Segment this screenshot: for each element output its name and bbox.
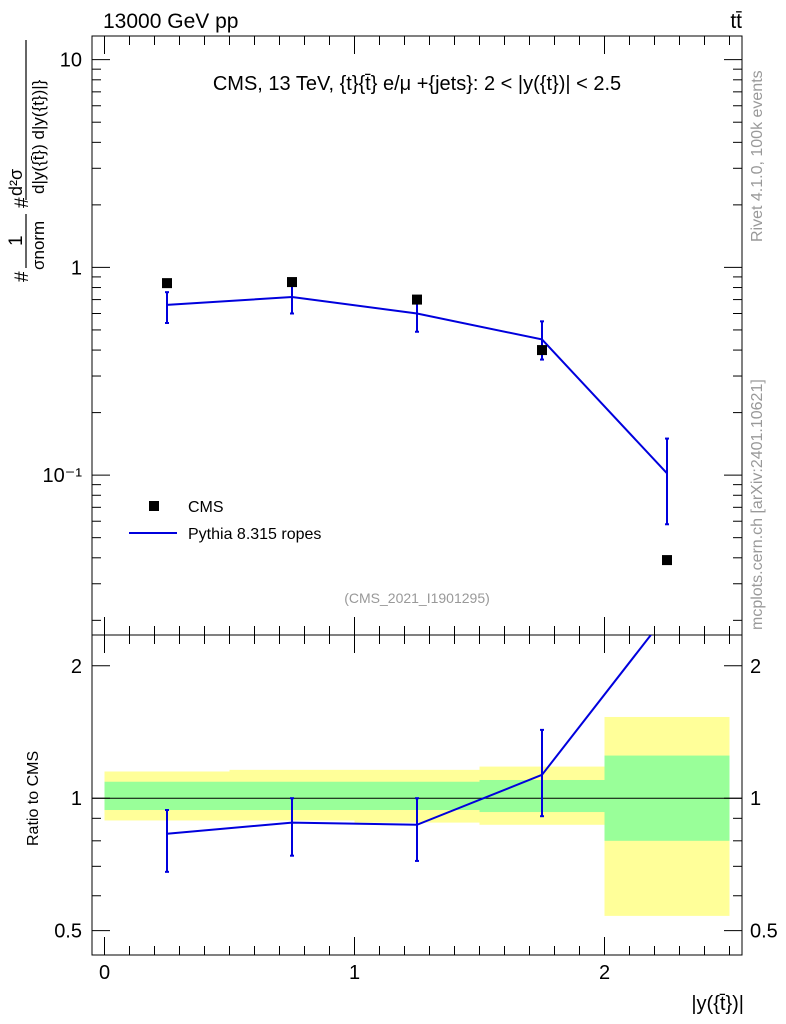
ratio-frame <box>91 634 743 956</box>
ratio-ytick-label-left: 0.5 <box>54 921 82 943</box>
x-axis-label: |y({t̄})| <box>691 993 744 1015</box>
ylabel-hash-2: # <box>12 197 33 208</box>
main-axes <box>91 35 743 636</box>
ratio-ylabel: Ratio to CMS <box>25 751 42 846</box>
main-series <box>162 277 672 566</box>
ylabel-hash-1: # <box>12 271 33 282</box>
data-point <box>662 555 672 566</box>
ratio-ytick-label-left: 1 <box>71 788 82 810</box>
ylabel-denominator: d|y({t̄}) d|y({t})|} <box>29 79 48 194</box>
mcplots-label: mcplots.cern.ch [arXiv:2401.10621] <box>749 379 766 630</box>
data-point <box>537 345 547 356</box>
main-ylabel: # 1 σnorm # d²σ d|y({t̄}) d|y({t})|} <box>6 40 48 282</box>
legend-mc-label: Pythia 8.315 ropes <box>188 526 321 543</box>
main-ytick-label: 1 <box>71 257 82 279</box>
legend-data-label: CMS <box>188 499 224 516</box>
data-point <box>162 278 172 289</box>
data-point <box>412 294 422 305</box>
main-ticks: 10 1 10⁻¹ <box>43 36 742 635</box>
ratio-xtick-label: 1 <box>349 962 360 984</box>
ratio-ytick-label-right: 0.5 <box>750 921 778 943</box>
ratio-bands <box>92 716 742 916</box>
main-ytick-label: 10 <box>60 50 82 72</box>
ratio-series <box>165 635 653 873</box>
main-ytick-label: 10⁻¹ <box>43 465 83 487</box>
plot-title: CMS, 13 TeV, {t}{t̄} e/μ +{jets}: 2 < |y… <box>213 73 621 95</box>
ratio-ytick-label-left: 2 <box>71 656 82 678</box>
data-point <box>287 277 297 288</box>
analysis-id: (CMS_2021_I1901295) <box>344 590 490 606</box>
ylabel-one: 1 <box>6 235 27 246</box>
header-right: tt̄ <box>730 10 742 33</box>
ylabel-sigma-norm: σnorm <box>29 221 48 270</box>
ratio-axes <box>91 634 743 956</box>
ratio-ytick-label-right: 2 <box>750 656 761 678</box>
ratio-xtick-label: 0 <box>99 962 110 984</box>
main-frame <box>91 35 743 636</box>
rivet-label: Rivet 4.1.0, 100k events <box>749 70 766 242</box>
ratio-xtick-label: 2 <box>599 962 610 984</box>
legend: CMS Pythia 8.315 ropes <box>129 499 321 543</box>
ylabel-d2sigma: d²σ <box>6 169 26 196</box>
legend-data-marker <box>149 501 159 511</box>
ratio-ticks: 2 2 1 1 0.5 0.5 0 1 2 <box>54 635 778 984</box>
ratio-ytick-label-right: 1 <box>750 788 761 810</box>
header-left: 13000 GeV pp <box>103 10 238 33</box>
ratio-band-inner <box>104 781 230 811</box>
